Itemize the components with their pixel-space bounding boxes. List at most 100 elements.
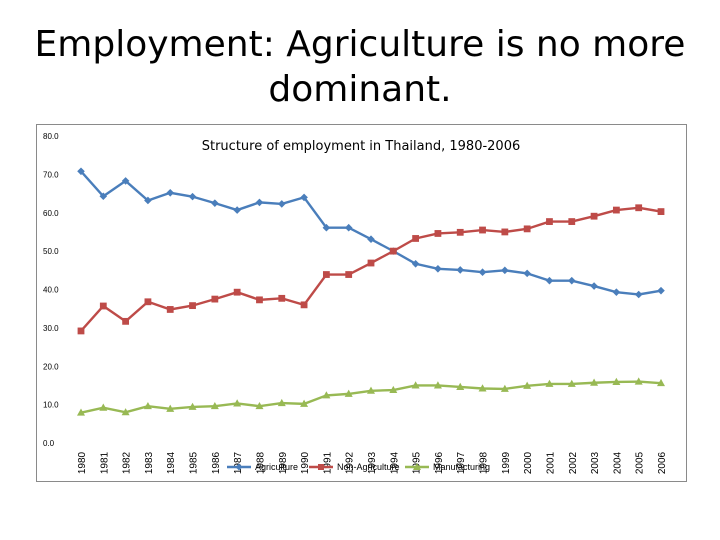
data-point: [612, 206, 620, 214]
data-point: [634, 290, 643, 299]
data-point: [210, 401, 219, 410]
data-point: [612, 377, 621, 385]
data-point: [300, 301, 308, 309]
data-point: [233, 399, 242, 407]
x-tick-label: 1989: [278, 451, 289, 474]
data-point: [590, 282, 598, 290]
x-tick-label: 2002: [568, 451, 579, 474]
x-tick-label: 1985: [189, 451, 200, 474]
data-point: [77, 327, 85, 335]
data-point: [121, 408, 130, 416]
data-point: [634, 377, 643, 385]
x-tick-label: 1983: [144, 451, 155, 474]
data-point: [635, 204, 643, 212]
data-point: [255, 198, 264, 207]
x-tick-label: 1982: [122, 451, 133, 474]
data-point: [300, 193, 308, 202]
data-point: [144, 298, 152, 306]
data-point: [256, 296, 263, 304]
data-point: [344, 223, 353, 232]
y-tick-label: 0.0: [43, 439, 55, 448]
data-point: [166, 306, 174, 313]
data-point: [590, 378, 599, 386]
data-point: [99, 403, 108, 411]
data-point: [255, 401, 264, 410]
x-tick-label: 1995: [412, 451, 423, 474]
x-tick-label: 1990: [300, 451, 311, 474]
data-point: [456, 382, 465, 390]
x-tick-label: 1986: [211, 451, 222, 474]
x-tick-label: 1981: [99, 451, 110, 474]
data-point: [523, 225, 531, 233]
series-line: [80, 170, 662, 296]
x-tick-label: 1988: [255, 451, 266, 474]
data-point: [657, 378, 665, 387]
x-tick-label: 1996: [434, 451, 445, 474]
legend-marker: [318, 464, 324, 470]
data-point: [657, 286, 665, 295]
data-point: [501, 266, 509, 275]
data-point: [233, 288, 241, 296]
data-point: [233, 206, 241, 214]
x-tick-label: 2005: [635, 451, 646, 474]
data-point: [188, 192, 197, 201]
data-point: [456, 266, 465, 274]
y-tick-label: 10.0: [43, 401, 59, 410]
x-tick-label: 1993: [367, 451, 378, 474]
data-point: [300, 399, 309, 407]
x-tick-label: 1994: [389, 451, 400, 474]
y-tick-label: 50.0: [43, 247, 59, 256]
legend: Agriculture Non-Agriculture Manufacturing: [227, 462, 490, 472]
data-point: [367, 259, 375, 267]
x-tick-label: 1992: [345, 451, 356, 474]
x-tick-label: 1987: [233, 451, 244, 474]
data-point: [523, 381, 532, 389]
data-point: [367, 386, 375, 394]
data-point: [479, 226, 486, 234]
slide-title-line1: Employment: Agriculture is no more: [34, 24, 686, 65]
legend-marker: [413, 463, 421, 470]
y-axis: 0.0 10.0 20.0 30.0 40.0 50.0 60.0 70.0 80.0: [43, 132, 59, 448]
data-point: [344, 389, 353, 397]
data-point: [99, 302, 107, 310]
data-point: [501, 228, 509, 236]
data-point: [411, 259, 420, 268]
y-tick-label: 20.0: [43, 362, 59, 371]
data-point: [434, 264, 442, 273]
data-point: [567, 276, 576, 285]
data-point: [322, 391, 331, 399]
chart-title: Structure of employment in Thailand, 198…: [202, 139, 521, 154]
x-tick-label: 2004: [612, 451, 623, 474]
y-tick-label: 60.0: [43, 209, 59, 218]
y-tick-label: 80.0: [43, 132, 59, 141]
x-tick-label: 1998: [479, 451, 490, 474]
x-tick-label: 1984: [166, 451, 177, 474]
data-point: [478, 268, 487, 277]
y-tick-label: 40.0: [43, 286, 59, 295]
data-point: [211, 199, 219, 207]
data-point: [478, 384, 487, 392]
data-point: [278, 294, 286, 302]
data-point: [122, 317, 130, 325]
x-tick-label: 2003: [590, 451, 601, 474]
data-point: [345, 271, 353, 278]
data-point: [411, 381, 420, 389]
chart-frame: Structure of employment in Thailand, 198…: [36, 124, 687, 482]
x-tick-label: 2006: [657, 451, 668, 474]
data-point: [567, 379, 576, 387]
data-point: [612, 288, 621, 296]
data-point: [389, 385, 398, 394]
data-point: [166, 404, 175, 412]
data-point: [322, 223, 331, 232]
legend-label: Manufacturing: [433, 462, 490, 472]
x-axis: 1980 1981 1982 1983 1984 1985 1986 1987 1988 1989…: [77, 451, 668, 474]
data-point: [99, 192, 108, 201]
legend-marker: [235, 463, 243, 471]
data-point: [657, 208, 665, 215]
data-point: [211, 295, 219, 303]
data-point: [166, 188, 175, 197]
data-point: [523, 269, 531, 278]
data-point: [389, 247, 397, 255]
data-point: [121, 177, 130, 185]
slide-title-line2: dominant.: [268, 69, 452, 110]
